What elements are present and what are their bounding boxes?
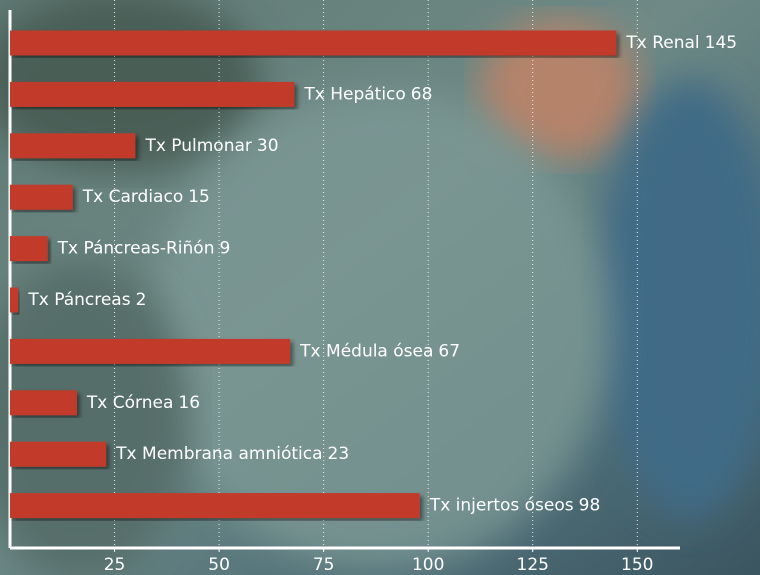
bar: [10, 236, 48, 261]
value-label: 23: [328, 444, 350, 464]
bar: [10, 493, 420, 518]
bar-label: Tx Hepático 68: [303, 84, 432, 104]
x-tick-label: 100: [412, 555, 444, 575]
bar: [10, 31, 616, 56]
value-label: 67: [438, 341, 460, 361]
value-label: 15: [188, 187, 210, 207]
category-label: Tx injertos óseos: [429, 496, 574, 516]
category-label: Tx Renal: [625, 33, 699, 53]
category-label: Tx Médula ósea: [299, 341, 433, 361]
bar: [10, 288, 18, 313]
x-tick-label: 150: [621, 555, 653, 575]
value-label: 9: [219, 239, 230, 259]
bar: [10, 82, 294, 107]
value-label: 68: [411, 84, 433, 104]
category-label: Tx Cardiaco: [82, 187, 184, 207]
category-label: Tx Membrana amniótica: [115, 444, 322, 464]
page: {"chart_data": {"type": "barh", "categor…: [0, 0, 760, 575]
x-tick-label: 125: [517, 555, 549, 575]
value-label: 98: [579, 496, 601, 516]
bar: [10, 339, 290, 364]
bar-label: Tx Membrana amniótica 23: [115, 444, 349, 464]
value-label: 145: [705, 33, 737, 53]
bar: [10, 390, 77, 415]
x-tick-label: 50: [208, 555, 230, 575]
bar: [10, 185, 73, 210]
value-label: 30: [257, 136, 279, 156]
value-label: 2: [136, 290, 147, 310]
category-label: Tx Pulmonar: [144, 136, 251, 156]
category-label: Tx Páncreas: [27, 290, 130, 310]
x-tick-label: 25: [104, 555, 126, 575]
value-label: 16: [178, 393, 200, 413]
bar: [10, 133, 135, 158]
bar-label: Tx Renal 145: [625, 33, 737, 53]
category-label: Tx Hepático: [303, 84, 405, 104]
chart: 255075100125150Tx Renal145Tx Hepático68T…: [0, 0, 760, 575]
x-tick-label: 75: [313, 555, 335, 575]
bar: [10, 442, 106, 467]
category-label: Tx Córnea: [86, 393, 173, 413]
bar-label: Tx Páncreas 2: [27, 290, 146, 310]
bar-label: Tx Pulmonar 30: [144, 136, 278, 156]
category-label: Tx Páncreas-Riñón: [57, 239, 215, 259]
